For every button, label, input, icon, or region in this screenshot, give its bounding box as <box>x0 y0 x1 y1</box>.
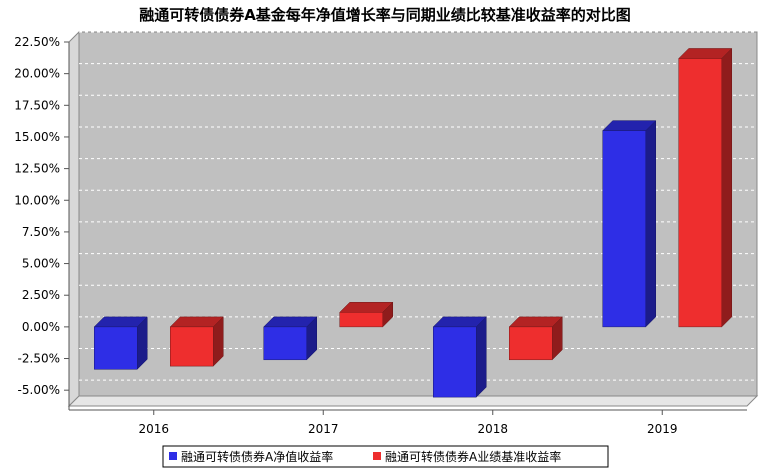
y-tick-label: 5.00% <box>22 257 60 271</box>
bar-front <box>678 58 722 328</box>
bar-front <box>170 326 214 367</box>
bar-2018-nav <box>432 316 487 398</box>
y-tick-label: 12.50% <box>14 162 60 176</box>
bar-front <box>263 326 307 361</box>
bar-side <box>645 120 656 328</box>
x-tick-label: 2019 <box>647 422 678 436</box>
plot-side-wall <box>68 30 80 408</box>
y-tick-label: 17.50% <box>14 98 60 112</box>
y-tick-label: 22.50% <box>14 35 60 49</box>
x-tick-label: 2017 <box>308 422 339 436</box>
bar-side <box>721 47 732 328</box>
legend-swatch-nav <box>169 452 177 460</box>
bar-2017-nav <box>263 316 318 361</box>
y-tick-label: -5.00% <box>18 383 60 397</box>
bar-front <box>339 312 383 328</box>
bar-2016-benchmark <box>169 316 224 367</box>
x-tick-label: 2018 <box>477 422 508 436</box>
legend: 融通可转债债券A净值收益率 融通可转债债券A业绩基准收益率 <box>162 445 609 468</box>
bar-2019-benchmark <box>678 47 733 328</box>
y-tick-label: 15.00% <box>14 130 60 144</box>
y-tick-label: 2.50% <box>22 288 60 302</box>
plot-floor <box>67 395 759 407</box>
bar-front <box>433 326 477 398</box>
y-tick-label: 0.00% <box>22 320 60 334</box>
x-tick-labels: 2016 2017 2018 2019 <box>138 410 678 436</box>
legend-swatch-benchmark <box>373 452 381 460</box>
y-tick-labels: 22.50% 20.00% 17.50% 15.00% 12.50% 10.00% 7.50… <box>14 35 69 397</box>
chart-title: 融通可转债债券A基金每年净值增长率与同期业绩比较基准收益率的对比图 <box>139 6 631 24</box>
bar-2017-benchmark <box>339 301 394 328</box>
bar-front <box>602 130 646 328</box>
x-tick-label: 2016 <box>138 422 169 436</box>
bar-2018-benchmark <box>508 316 563 361</box>
bar-2019-nav <box>602 120 657 328</box>
bar-front <box>94 326 138 370</box>
y-tick-label: 20.00% <box>14 67 60 81</box>
bar-2016-nav <box>93 316 148 370</box>
bar-front <box>509 326 553 361</box>
bar-side <box>476 316 487 398</box>
bar-layer <box>93 47 733 398</box>
y-tick-label: -2.50% <box>18 352 60 366</box>
legend-label-benchmark: 融通可转债债券A业绩基准收益率 <box>385 449 561 464</box>
y-tick-label: 10.00% <box>14 193 60 207</box>
legend-label-nav: 融通可转债债券A净值收益率 <box>181 449 333 464</box>
y-tick-label: 7.50% <box>22 225 60 239</box>
legend-box <box>162 445 609 468</box>
